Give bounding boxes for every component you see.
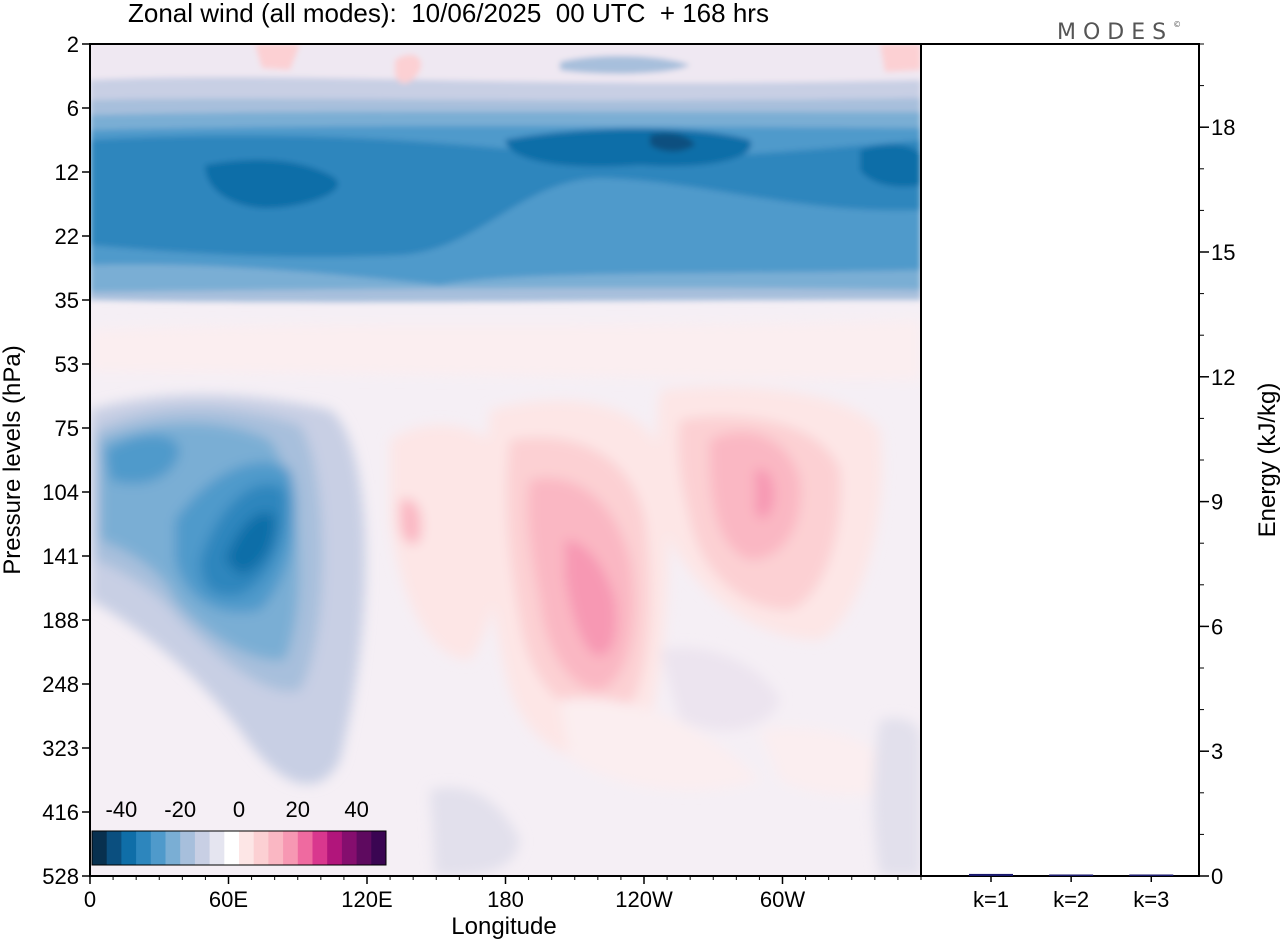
energy-axis: 0 3 6 9 12 15 18 (1199, 43, 1235, 889)
y-tick-label: 188 (42, 608, 79, 633)
y-tick-label: 323 (42, 736, 79, 761)
energy-tick-label: 6 (1211, 614, 1223, 639)
longitude-axis: 0 60E 120E 180 120W 60W (84, 876, 805, 912)
k-label: k=2 (1053, 887, 1089, 912)
x-tick-label: 0 (84, 887, 96, 912)
y-tick-label: 416 (42, 800, 79, 825)
y-tick-label: 141 (42, 544, 79, 569)
y-axis-title: Pressure levels (hPa) (0, 345, 26, 574)
colorbar-swatch (136, 831, 152, 865)
colorbar-swatch (150, 831, 166, 865)
energy-bars: k=1 k=2 k=3 (969, 873, 1174, 912)
energy-tick-label: 18 (1211, 115, 1235, 140)
troposphere-blobs (90, 320, 921, 876)
y-tick-label: 248 (42, 672, 79, 697)
colorbar-label: 0 (233, 797, 245, 822)
colorbar-swatch (341, 831, 358, 865)
wind-contour-field (90, 44, 921, 876)
energy-bar (1049, 874, 1094, 876)
colorbar-outline (91, 830, 387, 866)
k-label: k=3 (1133, 887, 1169, 912)
colorbar-swatch (106, 831, 122, 865)
y-tick-label: 2 (67, 32, 79, 57)
logo-mark: © (1173, 20, 1182, 29)
colorbar-swatch (224, 831, 240, 865)
y-tick-label: 6 (67, 96, 79, 121)
energy-tick-label: 3 (1211, 739, 1223, 764)
colorbar: -40 -20 0 20 40 (91, 797, 387, 866)
energy-tick-label: 12 (1211, 365, 1235, 390)
colorbar-swatch (92, 831, 108, 865)
colorbar-swatch (194, 831, 211, 865)
colorbar-swatch (327, 831, 343, 865)
colorbar-swatch (268, 831, 284, 865)
chart-title: Zonal wind (all modes): 10/06/2025 00 UT… (128, 0, 769, 28)
x-axis-title: Longitude (451, 913, 556, 940)
colorbar-swatch (371, 831, 387, 865)
colorbar-swatch (356, 831, 372, 865)
colorbar-swatch (209, 831, 225, 865)
colorbar-label: -20 (164, 797, 196, 822)
energy-plot-frame (920, 43, 1200, 877)
x-tick-label: 120W (615, 887, 673, 912)
energy-axis-title: Energy (kJ/kg) (1254, 383, 1280, 538)
y-tick-label: 104 (42, 480, 79, 505)
energy-tick-label: 9 (1211, 490, 1223, 515)
x-tick-label: 120E (341, 887, 392, 912)
k-label: k=1 (973, 887, 1009, 912)
stratosphere-bands (90, 44, 921, 303)
y-tick-label: 12 (55, 160, 79, 185)
y-tick-label: 528 (42, 864, 79, 889)
colorbar-swatch (180, 831, 196, 865)
colorbar-label: 40 (344, 797, 368, 822)
x-tick-label: 60E (209, 887, 248, 912)
y-tick-label: 35 (55, 288, 79, 313)
colorbar-swatch (253, 831, 269, 865)
colorbar-swatch (312, 831, 328, 865)
longitude-minor-ticks (89, 876, 922, 880)
energy-tick-label: 15 (1211, 240, 1235, 265)
y-tick-label: 22 (55, 224, 79, 249)
pressure-axis: 2 6 12 22 35 53 75 104 141 188 248 323 416 528 (42, 32, 90, 889)
logo-text: MODES (1057, 20, 1174, 45)
colorbar-swatch (239, 831, 255, 865)
colorbar-swatch (121, 831, 137, 865)
colorbar-swatch (283, 831, 299, 865)
colorbar-label: -40 (106, 797, 138, 822)
colorbar-swatch (297, 831, 313, 865)
colorbar-label: 20 (286, 797, 310, 822)
energy-bar (969, 873, 1013, 876)
x-tick-label: 180 (487, 887, 524, 912)
y-tick-label: 53 (55, 352, 79, 377)
energy-bar (1129, 874, 1174, 876)
energy-tick-label: 0 (1211, 864, 1223, 889)
modes-logo: MODES© (1057, 20, 1181, 45)
colorbar-swatch (165, 831, 181, 865)
y-tick-label: 75 (55, 416, 79, 441)
x-tick-label: 60W (760, 887, 805, 912)
